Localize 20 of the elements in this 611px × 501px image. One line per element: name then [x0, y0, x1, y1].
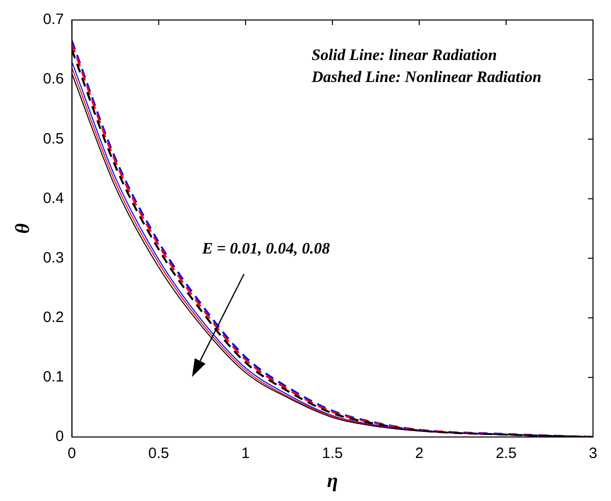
- annotation: E = 0.01, 0.04, 0.08: [201, 240, 330, 258]
- y-tick-label: 0.6: [42, 70, 64, 88]
- y-axis-title: θ: [12, 222, 34, 234]
- x-tick-label: 1.5: [322, 445, 343, 462]
- x-tick-label: 0.5: [148, 445, 170, 462]
- x-tick-label: 1: [241, 445, 250, 462]
- y-tick-label: 0.4: [42, 190, 64, 207]
- annotation: Solid Line: linear Radiation: [312, 47, 498, 64]
- x-tick-label: 2.5: [496, 445, 517, 462]
- annotation: Dashed Line: Nonlinear Radiation: [310, 69, 542, 86]
- y-tick-label: 0: [56, 428, 64, 446]
- x-tick-label: 2: [415, 445, 424, 462]
- y-tick-label: 0.1: [42, 368, 64, 386]
- y-tick-label: 0.2: [42, 309, 64, 326]
- x-axis-title: η: [326, 470, 338, 492]
- x-tick-label: 3: [588, 445, 598, 462]
- x-tick-label: 0: [68, 445, 76, 462]
- y-tick-label: 0.5: [42, 130, 64, 148]
- y-tick-label: 0.3: [42, 249, 64, 266]
- y-tick-label: 0.7: [42, 11, 64, 28]
